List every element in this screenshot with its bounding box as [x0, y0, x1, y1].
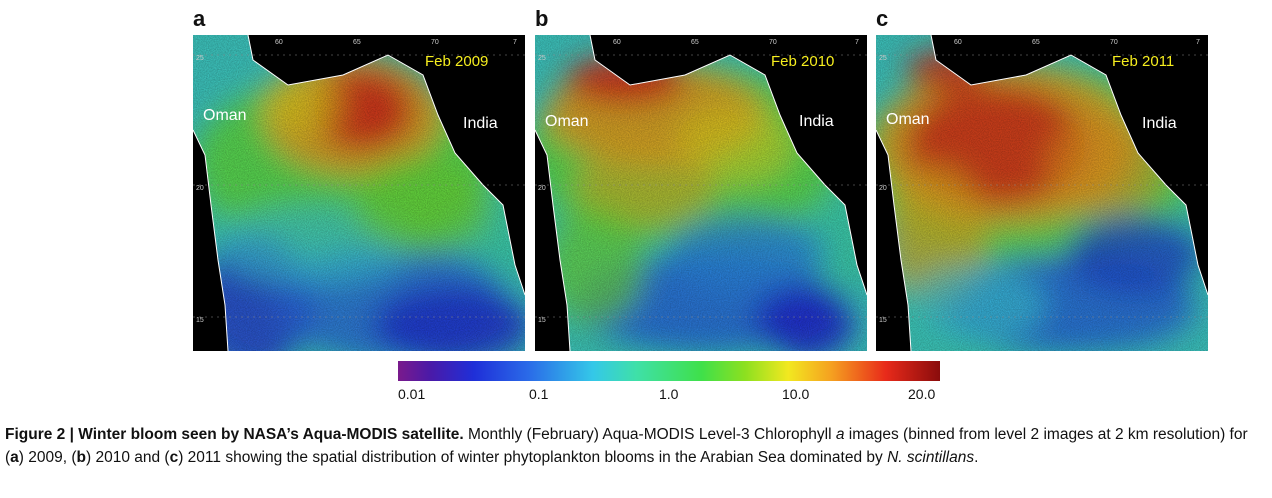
caption-text: images (binned from level 2 images at 2 … — [5, 426, 1248, 466]
date-label-a: Feb 2009 — [425, 53, 489, 70]
satellite-map-b: Feb 2010 Oman India 60 65 70 7 25 20 15 — [535, 35, 867, 351]
india-label-a: India — [463, 115, 498, 132]
lat-tick: 25 — [538, 55, 546, 62]
chlorophyll-image-c — [876, 35, 1208, 351]
lat-tick: 15 — [196, 317, 204, 324]
colorbar-label: 1.0 — [659, 386, 679, 402]
lon-tick: 7 — [1196, 39, 1200, 46]
lat-tick: 25 — [196, 55, 204, 62]
panel-letter-b: b — [535, 6, 549, 31]
caption-italic: a — [835, 426, 845, 443]
caption-text: ) 2010 and ( — [86, 449, 170, 466]
lat-tick: 15 — [879, 317, 887, 324]
caption-species: N. scintillans — [887, 449, 975, 466]
india-label-b: India — [799, 113, 834, 130]
chlorophyll-image-b — [535, 35, 867, 351]
date-label-c: Feb 2011 — [1112, 53, 1175, 70]
chlorophyll-image-a — [193, 35, 525, 351]
lon-tick: 70 — [1110, 39, 1118, 46]
colorbar-label: 0.01 — [398, 386, 426, 402]
satellite-map-a: Feb 2009 Oman India 60 65 70 7 25 20 15 — [193, 35, 525, 351]
caption-text: ) 2009, ( — [18, 449, 77, 466]
chlorophyll-colorbar — [398, 361, 940, 381]
lat-tick: 20 — [538, 185, 546, 192]
caption-title: Figure 2 | Winter bloom seen by NASA’s A… — [5, 426, 464, 443]
caption-panel-ref: c — [169, 449, 179, 466]
lon-tick: 65 — [691, 39, 699, 46]
colorbar-label: 10.0 — [782, 386, 810, 402]
figure-caption: Figure 2 | Winter bloom seen by NASA’s A… — [5, 423, 1265, 469]
panel-letter-a: a — [193, 6, 206, 31]
lon-tick: 65 — [1032, 39, 1040, 46]
lon-tick: 7 — [855, 39, 859, 46]
lat-tick: 15 — [538, 317, 546, 324]
caption-panel-ref: a — [10, 449, 19, 466]
caption-text: Monthly (February) Aqua-MODIS Level-3 Ch… — [463, 426, 836, 443]
lon-tick: 70 — [769, 39, 777, 46]
india-label-c: India — [1142, 115, 1177, 132]
lon-tick: 60 — [954, 39, 962, 46]
lon-tick: 7 — [513, 39, 517, 46]
oman-label-b: Oman — [545, 113, 589, 130]
caption-panel-ref: b — [76, 449, 86, 466]
satellite-map-c: Feb 2011 Oman India 60 65 70 7 25 20 15 — [876, 35, 1208, 351]
oman-label-a: Oman — [203, 107, 247, 124]
lat-tick: 20 — [196, 185, 204, 192]
lat-tick: 20 — [879, 185, 887, 192]
date-label-b: Feb 2010 — [771, 53, 835, 70]
lon-tick: 60 — [613, 39, 621, 46]
lat-tick: 25 — [879, 55, 887, 62]
lon-tick: 60 — [275, 39, 283, 46]
oman-label-c: Oman — [886, 111, 930, 128]
panel-letter-c: c — [876, 6, 889, 31]
colorbar-label: 0.1 — [529, 386, 549, 402]
colorbar-label: 20.0 — [908, 386, 936, 402]
caption-text: ) 2011 showing the spatial distribution … — [178, 449, 888, 466]
lon-tick: 65 — [353, 39, 361, 46]
lon-tick: 70 — [431, 39, 439, 46]
caption-text: . — [974, 449, 979, 466]
